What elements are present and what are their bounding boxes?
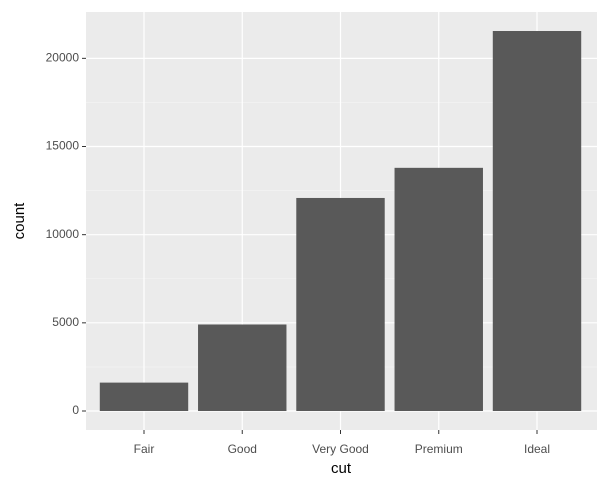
y-tick-label: 10000 <box>46 227 80 241</box>
bar <box>296 197 385 411</box>
y-tick-label: 20000 <box>46 51 80 65</box>
y-tick-label: 5000 <box>52 315 79 329</box>
bar <box>492 31 582 411</box>
bar <box>99 382 189 411</box>
bar <box>394 167 483 411</box>
y-tick-label: 0 <box>72 403 79 417</box>
x-tick-label: Fair <box>134 442 155 456</box>
x-axis-title: cut <box>331 460 352 477</box>
x-tick-label: Very Good <box>312 442 369 456</box>
x-tick-label: Ideal <box>524 442 550 456</box>
x-tick-label: Good <box>228 442 257 456</box>
x-tick-label: Premium <box>415 442 463 456</box>
bar <box>198 324 287 411</box>
y-axis-title: count <box>11 202 28 240</box>
y-tick-label: 15000 <box>46 139 80 153</box>
